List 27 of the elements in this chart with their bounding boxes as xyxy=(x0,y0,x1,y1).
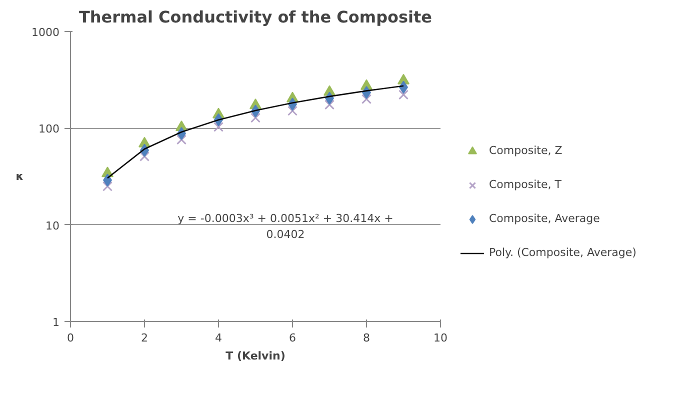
legend-label: Composite, Average xyxy=(489,212,600,225)
point xyxy=(324,100,334,110)
x-axis-title: T (Kelvin) xyxy=(226,350,286,362)
point xyxy=(250,112,260,123)
legend-label: Composite, Z xyxy=(489,144,562,157)
y-axis-title: κ xyxy=(16,170,24,183)
y-tick-label: 10 xyxy=(46,219,60,232)
legend-label: Poly. (Composite, Average) xyxy=(489,246,636,259)
x-tick-label: 6 xyxy=(289,332,296,344)
x-tick-label: 0 xyxy=(67,332,74,344)
y-tick-label: 100 xyxy=(38,122,60,136)
y-tick-label: 1000 xyxy=(32,26,60,39)
point xyxy=(102,181,112,192)
chart-title: Thermal Conductivity of the Composite xyxy=(78,8,432,26)
point xyxy=(140,151,150,162)
legend-label: Composite, T xyxy=(489,178,562,191)
point xyxy=(214,122,224,132)
point xyxy=(288,106,298,116)
x-tick-label: 4 xyxy=(215,332,222,344)
annotation: y = -0.0003x³ + 0.0051x² + 30.414x + 0.0402 xyxy=(178,212,394,241)
point xyxy=(398,90,408,100)
x-tick-label: 8 xyxy=(363,332,370,344)
point xyxy=(362,94,372,104)
x-tick-label: 10 xyxy=(434,332,448,344)
x-tick-label: 2 xyxy=(141,332,148,344)
point xyxy=(176,134,186,145)
y-tick-label: 1 xyxy=(52,316,60,329)
